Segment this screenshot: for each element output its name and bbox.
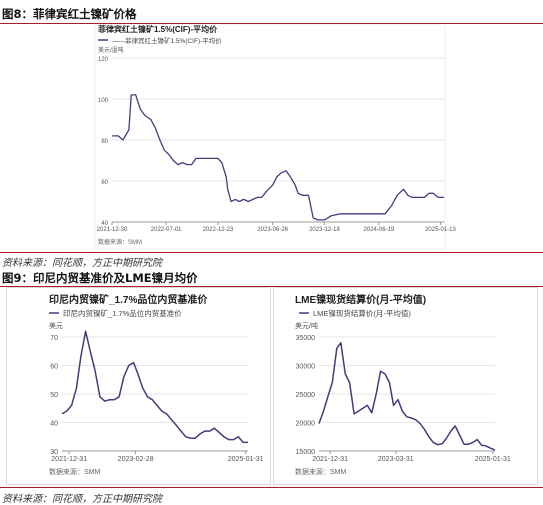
legend-label: LME镍现货结算价(月-平均值): [313, 308, 411, 318]
y-axis-unit: 美元/湿吨: [98, 46, 124, 54]
series-line: [318, 341, 496, 451]
y-tick-label: 25000: [296, 392, 316, 399]
y-axis-unit: 美元/吨: [295, 321, 318, 330]
chart-source-note: 数据来源：SMM: [98, 238, 142, 246]
x-tick-label: 2024-06-19: [364, 227, 395, 233]
x-tick-label: 2025-01-31: [475, 456, 511, 463]
chart-source-note: 数据来源：SMM: [49, 467, 100, 476]
y-tick-label: 30: [50, 449, 58, 456]
x-tick-label: 2022-12-23: [203, 227, 234, 233]
chart-frame: [94, 24, 446, 250]
lme-nickel-price-chart: LME镍现货结算价(月-平均值) LME镍现货结算价(月-平均值) 美元/吨 1500…: [273, 287, 538, 485]
chart-title: 菲律宾红土镍矿1.5%(CIF)-平均价: [98, 24, 218, 34]
y-tick-label: 70: [50, 335, 58, 342]
series-line: [112, 94, 444, 221]
y-tick-label: 35000: [296, 335, 316, 342]
x-tick-label: 2022-07-01: [151, 227, 182, 233]
chart-title: 印尼内贸镍矿_1.7%品位内贸基准价: [49, 293, 208, 306]
y-tick-label: 50: [50, 392, 58, 399]
indonesia-benchmark-price-chart: 印尼内贸镍矿_1.7%品位内贸基准价印尼内贸镍矿_1.7%品位内贸基准价美元30…: [6, 287, 271, 485]
x-tick-label: 2023-06-26: [257, 227, 288, 233]
y-tick-label: 15000: [296, 449, 316, 456]
figure-8-source: 资料来源：同花顺，方正中期研究院: [2, 258, 162, 269]
x-tick-label: 2023-12-18: [309, 227, 340, 233]
y-tick-label: 100: [98, 98, 109, 104]
x-tick-label: 2023-02-28: [118, 456, 154, 463]
figure-9-bottom-rule: [0, 487, 543, 488]
figure-9-top-rule: [0, 286, 543, 287]
x-tick-label: 2025-01-31: [228, 456, 264, 463]
y-axis-unit: 美元: [49, 321, 63, 330]
x-tick-label: 2025-01-13: [425, 227, 456, 233]
figure-8-heading: 图8：菲律宾红土镍矿价格: [2, 7, 137, 21]
legend-label: 印尼内贸镍矿_1.7%品位内贸基准价: [63, 308, 182, 318]
legend-label: ——菲律宾红土镍矿1.5%(CIF)-平均价: [112, 36, 222, 45]
y-tick-label: 30000: [296, 364, 316, 371]
x-tick-label: 2021-12-31: [312, 456, 348, 463]
philippine-ore-price-chart: 菲律宾红土镍矿1.5%(CIF)-平均价 ——菲律宾红土镍矿1.5%(CIF)-平…: [94, 24, 456, 250]
y-tick-label: 20000: [296, 421, 316, 428]
x-tick-label: 2021-12-30: [97, 227, 128, 233]
chart-title: LME镍现货结算价(月-平均值): [295, 293, 426, 306]
y-tick-label: 60: [50, 364, 58, 371]
chart-frame: [6, 287, 271, 485]
y-tick-label: 80: [101, 139, 108, 145]
series-line: [61, 330, 248, 444]
x-tick-label: 2021-12-31: [51, 456, 87, 463]
y-tick-label: 40: [50, 421, 58, 428]
chart-source-note: 数据来源：SMM: [295, 467, 346, 476]
x-tick-label: 2023-03-31: [378, 456, 414, 463]
figure-9-heading: 图9：印尼内贸基准价及LME镍月均价: [2, 271, 198, 285]
figure-9-source: 资料来源：同花顺，方正中期研究院: [2, 494, 162, 505]
y-tick-label: 40: [101, 221, 108, 227]
figure-8-bottom-rule: [0, 252, 543, 253]
y-tick-label: 120: [98, 57, 109, 63]
chart-frame: [273, 287, 538, 485]
y-tick-label: 60: [101, 180, 108, 186]
